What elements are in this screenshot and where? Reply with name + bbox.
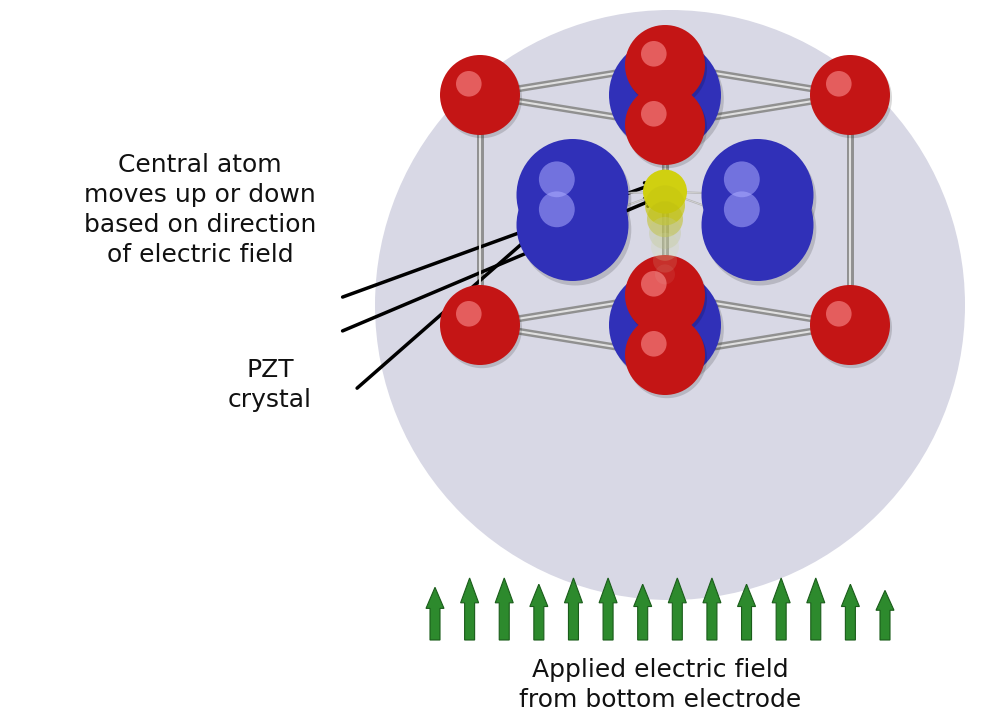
Circle shape [519,144,631,256]
Circle shape [456,71,482,97]
Circle shape [641,331,667,357]
Circle shape [702,139,814,251]
FancyArrow shape [772,578,790,640]
Circle shape [724,162,760,197]
Circle shape [609,269,721,381]
Circle shape [810,285,890,365]
Circle shape [625,85,705,165]
Circle shape [655,264,675,284]
Circle shape [625,315,705,395]
Text: Central atom
moves up or down
based on direction
of electric field: Central atom moves up or down based on d… [84,154,316,266]
FancyArrow shape [841,584,859,640]
Circle shape [516,139,629,251]
Circle shape [704,174,816,286]
Ellipse shape [375,10,965,600]
Circle shape [442,58,522,138]
Circle shape [631,62,667,97]
Circle shape [625,25,705,105]
FancyArrow shape [599,578,617,640]
Circle shape [627,318,707,398]
Circle shape [653,248,677,273]
Circle shape [645,185,685,225]
Circle shape [609,39,721,151]
Circle shape [724,192,760,227]
Circle shape [631,292,667,327]
FancyArrow shape [495,578,513,640]
FancyArrow shape [668,578,686,640]
Circle shape [649,217,681,249]
Circle shape [810,55,890,135]
Circle shape [641,41,667,67]
Circle shape [612,44,724,156]
Circle shape [647,201,683,237]
Circle shape [641,271,667,297]
Circle shape [651,233,679,261]
Circle shape [812,288,892,368]
Circle shape [440,55,520,135]
Circle shape [704,144,816,256]
Circle shape [612,274,724,386]
Circle shape [539,162,575,197]
FancyArrow shape [807,578,825,640]
Circle shape [627,88,707,168]
Circle shape [702,169,814,281]
Circle shape [456,301,482,327]
FancyArrow shape [634,584,652,640]
FancyArrow shape [530,584,548,640]
FancyArrow shape [703,578,721,640]
Circle shape [625,255,705,335]
Circle shape [643,169,687,213]
Circle shape [812,58,892,138]
Circle shape [826,301,852,327]
FancyArrow shape [461,578,479,640]
Circle shape [516,169,629,281]
Circle shape [539,192,575,227]
Text: Applied electric field
from bottom electrode: Applied electric field from bottom elect… [519,658,801,712]
Circle shape [627,28,707,108]
FancyArrow shape [876,590,894,640]
Circle shape [641,101,667,126]
Circle shape [826,71,852,97]
Circle shape [519,174,631,286]
Circle shape [627,258,707,338]
FancyArrow shape [426,587,444,640]
FancyArrow shape [564,578,582,640]
FancyArrow shape [738,584,756,640]
Circle shape [442,288,522,368]
Circle shape [440,285,520,365]
Text: PZT
crystal: PZT crystal [228,358,312,412]
